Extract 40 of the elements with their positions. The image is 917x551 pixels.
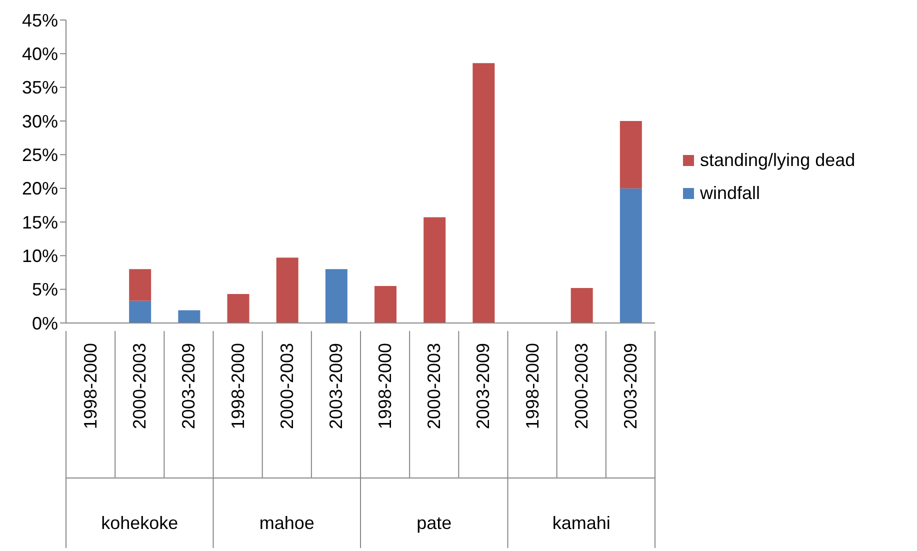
y-tick-label: 30%	[22, 111, 58, 132]
x-tick-label: 2000-2003	[130, 343, 150, 430]
legend-label: standing/lying dead	[700, 150, 856, 171]
x-tick-label: 1998-2000	[228, 343, 248, 430]
y-tick-label: 25%	[22, 145, 58, 166]
bar	[620, 121, 642, 188]
x-tick-label: 2000-2003	[571, 343, 592, 430]
bar	[374, 286, 396, 323]
x-tick-label: 1998-2000	[375, 343, 396, 430]
x-tick-label: 2000-2003	[276, 343, 297, 430]
text: mahoe	[259, 513, 314, 533]
x-tick-label: 1998-2000	[522, 343, 542, 430]
y-tick-label: 10%	[22, 246, 58, 266]
y-tick-label: 40%	[22, 44, 58, 64]
y-tick-label: 5%	[32, 280, 58, 300]
text: kohekoke	[101, 513, 178, 533]
x-tick-label: 2003-2009	[178, 343, 199, 430]
bar	[178, 310, 200, 323]
x-tick-label: 1998-2000	[80, 343, 101, 430]
bar	[620, 188, 642, 323]
y-tick-label: 20%	[22, 178, 58, 199]
text: kamahi	[552, 513, 610, 533]
y-tick-label: 35%	[22, 78, 58, 98]
bar	[472, 63, 495, 323]
x-tick-label: 2003-2009	[473, 343, 494, 430]
y-tick-label: 0%	[32, 313, 58, 334]
bar	[227, 294, 250, 323]
y-tick-label: 15%	[22, 212, 58, 232]
x-tick-label: 2003-2009	[326, 343, 346, 430]
y-tick-label: 45%	[22, 10, 58, 30]
bar	[325, 269, 348, 323]
x-tick-label: 2003-2009	[620, 343, 640, 430]
bar	[129, 269, 152, 301]
legend-label: windfall	[700, 183, 760, 204]
x-tick-label: 2000-2003	[424, 343, 444, 430]
bar	[570, 288, 593, 323]
bar	[129, 300, 152, 323]
text: pate	[416, 513, 452, 533]
bar	[276, 258, 298, 323]
bar	[424, 217, 446, 323]
